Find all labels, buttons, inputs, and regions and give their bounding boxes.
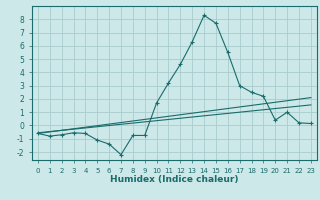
X-axis label: Humidex (Indice chaleur): Humidex (Indice chaleur)	[110, 175, 239, 184]
